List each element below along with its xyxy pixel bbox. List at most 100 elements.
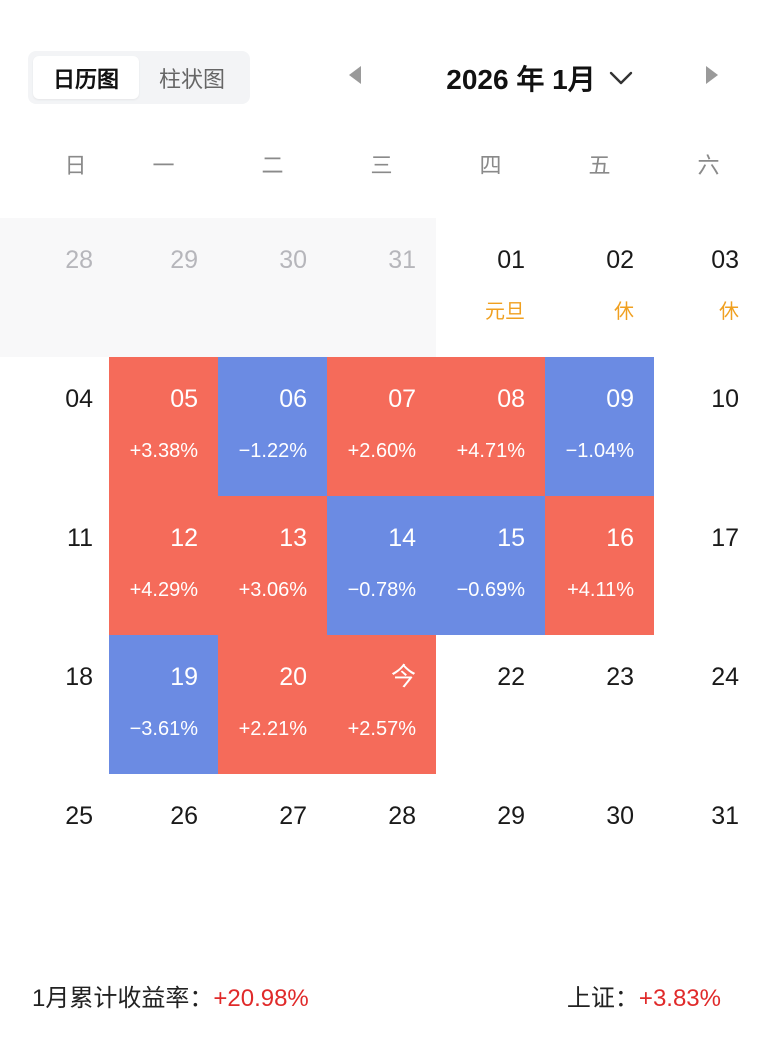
- day-number: 31: [388, 246, 416, 274]
- day-number: 27: [279, 802, 307, 830]
- calendar-day-cell[interactable]: 24: [654, 635, 763, 774]
- tab-bar-chart-view[interactable]: 柱状图: [158, 66, 225, 92]
- calendar-day-cell[interactable]: 18: [0, 635, 109, 774]
- calendar-day-cell[interactable]: 03 休: [654, 218, 763, 357]
- daily-return: +2.57%: [347, 718, 416, 740]
- calendar-day-cell[interactable]: 22: [436, 635, 545, 774]
- day-number: 11: [67, 524, 93, 552]
- calendar-day-cell[interactable]: 16 +4.11%: [545, 496, 654, 635]
- view-toggle: 日历图 柱状图: [28, 51, 250, 104]
- calendar-day-cell[interactable]: 23: [545, 635, 654, 774]
- calendar-day-cell[interactable]: 29: [436, 774, 545, 913]
- index-return-label: 上证：: [566, 985, 639, 1012]
- calendar-day-cell[interactable]: 13 +3.06%: [218, 496, 327, 635]
- calendar-day-cell[interactable]: 17: [654, 496, 763, 635]
- day-number: 04: [65, 385, 93, 413]
- next-month-icon[interactable]: [706, 66, 718, 84]
- day-number: 06: [279, 385, 307, 413]
- calendar-day-cell[interactable]: 06 −1.22%: [218, 357, 327, 496]
- day-number: 05: [170, 385, 198, 413]
- chevron-down-icon: [609, 71, 632, 85]
- day-number: 08: [497, 385, 525, 413]
- day-number: 23: [606, 663, 634, 691]
- tab-calendar-view[interactable]: 日历图: [33, 56, 139, 99]
- calendar-day-cell[interactable]: 31: [654, 774, 763, 913]
- prev-month-icon[interactable]: [349, 66, 361, 84]
- calendar-day-cell[interactable]: 28: [327, 774, 436, 913]
- daily-return: +3.06%: [238, 579, 307, 601]
- day-number: 17: [711, 524, 739, 552]
- index-return: 上证：+3.83%: [567, 978, 721, 1013]
- weekday-sat: 六: [697, 153, 720, 178]
- daily-return: −0.69%: [456, 579, 525, 601]
- calendar-day-cell[interactable]: 07 +2.60%: [327, 357, 436, 496]
- weekday-tue: 二: [261, 153, 284, 178]
- day-number: 25: [65, 802, 93, 830]
- calendar-day-cell[interactable]: 12 +4.29%: [109, 496, 218, 635]
- index-return-value: +3.83%: [638, 985, 721, 1012]
- calendar-day-cell[interactable]: 28: [0, 218, 109, 357]
- daily-return: −3.61%: [129, 718, 198, 740]
- daily-return: +2.60%: [347, 440, 416, 462]
- today-label: 今: [390, 663, 416, 691]
- calendar-day-cell[interactable]: 20 +2.21%: [218, 635, 327, 774]
- day-number: 28: [388, 802, 416, 830]
- holiday-label: 休: [719, 301, 739, 323]
- calendar-day-cell[interactable]: 30: [218, 218, 327, 357]
- calendar-day-cell[interactable]: 05 +3.38%: [109, 357, 218, 496]
- day-number: 03: [711, 246, 739, 274]
- calendar-day-cell[interactable]: 27: [218, 774, 327, 913]
- weekday-thu: 四: [479, 153, 502, 178]
- calendar-day-cell[interactable]: 14 −0.78%: [327, 496, 436, 635]
- cumulative-return-label: 1月累计收益率：: [32, 985, 214, 1012]
- day-number: 20: [279, 663, 307, 691]
- weekday-sun: 日: [64, 153, 87, 178]
- daily-return: −0.78%: [347, 579, 416, 601]
- day-number: 09: [606, 385, 634, 413]
- day-number: 10: [711, 385, 739, 413]
- day-number: 01: [497, 246, 525, 274]
- month-selector[interactable]: 2026 年 1月: [405, 56, 675, 100]
- day-number: 15: [497, 524, 525, 552]
- day-number: 29: [497, 802, 525, 830]
- weekday-fri: 五: [588, 153, 611, 178]
- calendar-day-cell[interactable]: 19 −3.61%: [109, 635, 218, 774]
- day-number: 19: [170, 663, 198, 691]
- day-number: 07: [388, 385, 416, 413]
- day-number: 30: [606, 802, 634, 830]
- calendar-day-cell[interactable]: 09 −1.04%: [545, 357, 654, 496]
- weekday-wed: 三: [370, 153, 393, 178]
- calendar-day-cell[interactable]: 25: [0, 774, 109, 913]
- daily-return: +4.29%: [129, 579, 198, 601]
- day-number: 12: [170, 524, 198, 552]
- calendar-day-cell[interactable]: 26: [109, 774, 218, 913]
- calendar-day-cell[interactable]: 31: [327, 218, 436, 357]
- day-number: 31: [711, 802, 739, 830]
- cumulative-return: 1月累计收益率：+20.98%: [32, 978, 309, 1013]
- day-number: 30: [279, 246, 307, 274]
- calendar-day-cell[interactable]: 04: [0, 357, 109, 496]
- cumulative-return-value: +20.98%: [213, 985, 309, 1012]
- calendar-day-cell[interactable]: 02 休: [545, 218, 654, 357]
- daily-return: +3.38%: [129, 440, 198, 462]
- month-title: 2026 年 1月: [446, 64, 596, 95]
- holiday-label: 元旦: [485, 301, 525, 323]
- calendar-day-cell[interactable]: 01 元旦: [436, 218, 545, 357]
- day-number: 26: [170, 802, 198, 830]
- day-number: 24: [711, 663, 739, 691]
- calendar-day-cell[interactable]: 08 +4.71%: [436, 357, 545, 496]
- calendar-day-cell[interactable]: 11: [0, 496, 109, 635]
- daily-return: +4.71%: [456, 440, 525, 462]
- calendar-day-cell[interactable]: 10: [654, 357, 763, 496]
- day-number: 14: [388, 524, 416, 552]
- calendar-day-cell[interactable]: 30: [545, 774, 654, 913]
- calendar-day-cell[interactable]: 15 −0.69%: [436, 496, 545, 635]
- day-number: 28: [65, 246, 93, 274]
- day-number: 02: [606, 246, 634, 274]
- calendar-day-cell[interactable]: 29: [109, 218, 218, 357]
- holiday-label: 休: [614, 301, 634, 323]
- day-number: 16: [606, 524, 634, 552]
- calendar-day-cell[interactable]: 今 +2.57%: [327, 635, 436, 774]
- daily-return: −1.04%: [565, 440, 634, 462]
- weekday-header: 日 一 二 三 四 五 六: [0, 146, 769, 186]
